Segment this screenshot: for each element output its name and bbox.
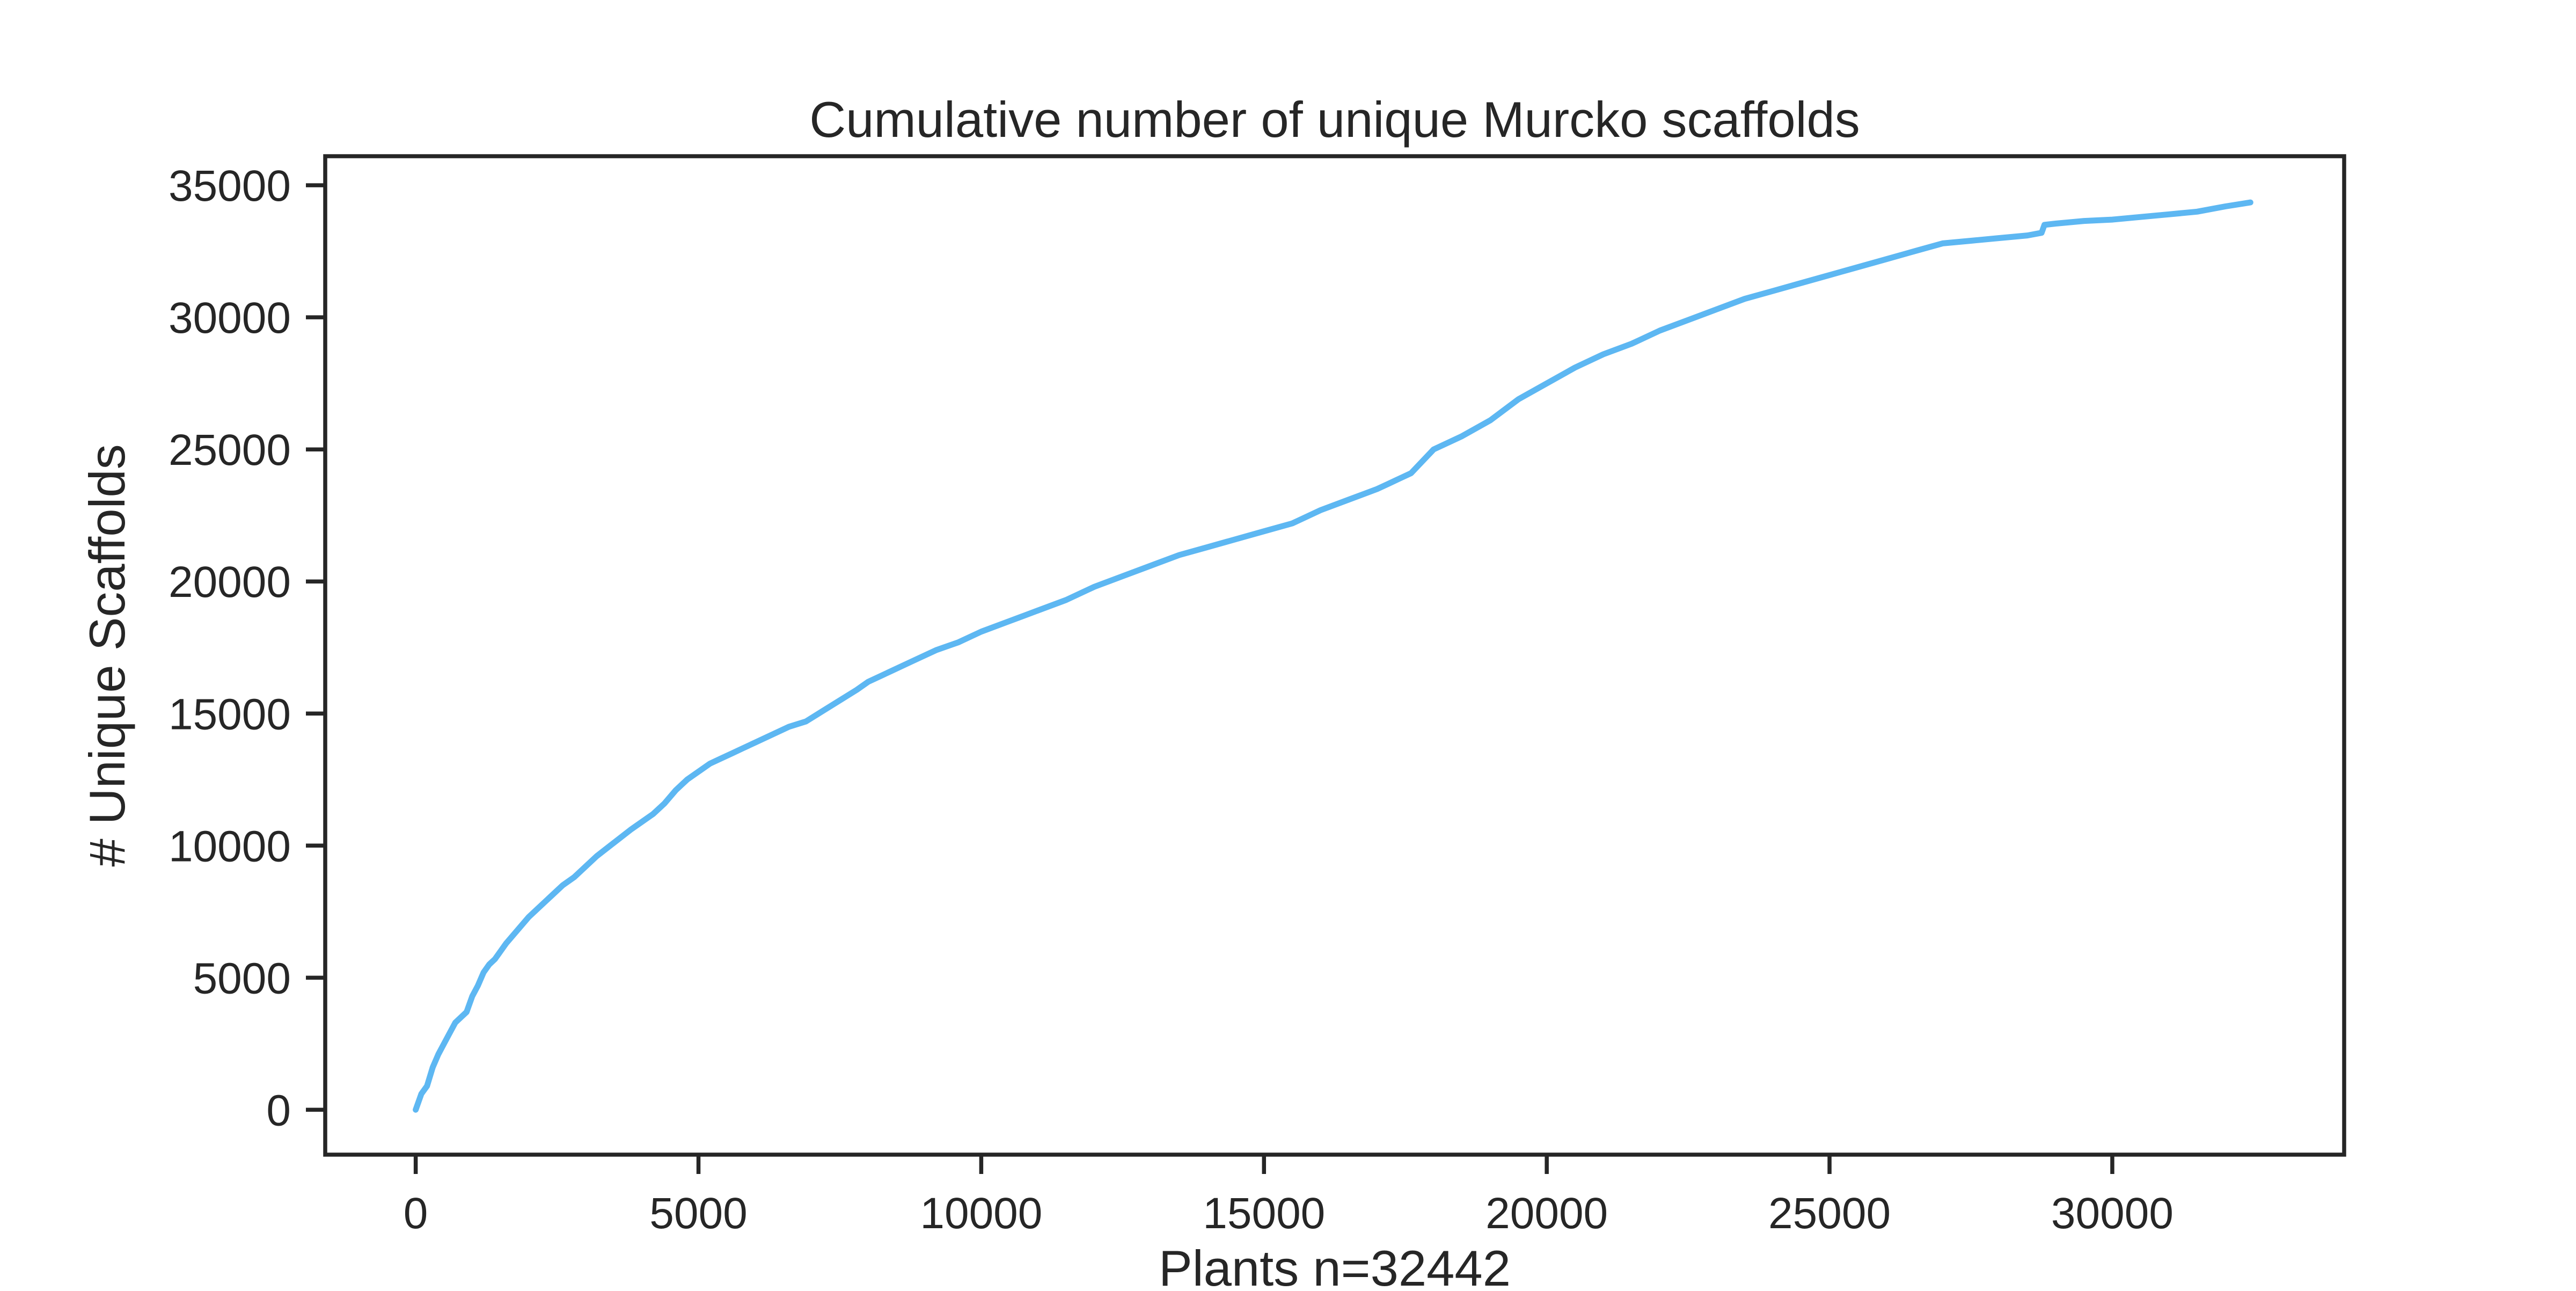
series-line-0 (413, 199, 2253, 1113)
y-axis-label: # Unique Scaffolds (79, 444, 135, 866)
y-tick-label-5000: 5000 (193, 954, 291, 1003)
x-tick-label-0: 0 (404, 1189, 428, 1238)
x-tick-label-20000: 20000 (1485, 1189, 1608, 1238)
y-tick-label-0: 0 (266, 1086, 291, 1135)
x-tick-label-10000: 10000 (920, 1189, 1042, 1238)
x-tick-label-15000: 15000 (1203, 1189, 1325, 1238)
y-tick-label-30000: 30000 (169, 294, 291, 342)
x-axis-label: Plants n=32442 (1159, 1240, 1511, 1288)
y-tick-label-20000: 20000 (169, 558, 291, 607)
x-tick-label-5000: 5000 (649, 1189, 747, 1238)
y-tick-label-35000: 35000 (169, 162, 291, 210)
x-tick-label-30000: 30000 (2051, 1189, 2174, 1238)
y-tick-label-10000: 10000 (169, 822, 291, 871)
chart-title: Cumulative number of unique Murcko scaff… (809, 91, 1860, 148)
plot-frame (323, 154, 2346, 1157)
x-tick-label-25000: 25000 (1768, 1189, 1891, 1238)
plot-area: 0 5000 10000 15000 20000 25000 30000 0 5000 10000… (169, 154, 2346, 1238)
y-tick-label-25000: 25000 (169, 426, 291, 475)
y-tick-label-15000: 15000 (169, 690, 291, 739)
